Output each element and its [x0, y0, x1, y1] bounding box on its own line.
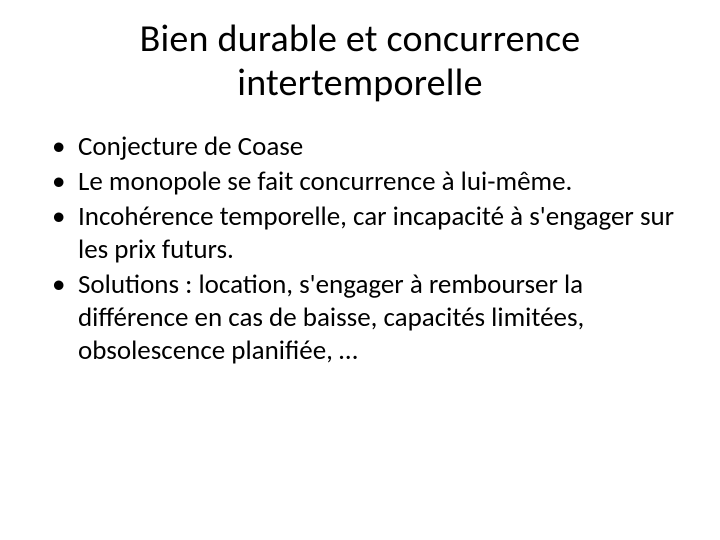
list-item: Conjecture de Coase	[48, 131, 680, 164]
slide: Bien durable et concurrence intertempore…	[0, 0, 720, 540]
list-item: Incohérence temporelle, car incapacité à…	[48, 201, 680, 267]
list-item: Le monopole se fait concurrence à lui-mê…	[48, 166, 680, 199]
list-item: Solutions : location, s'engager à rembou…	[48, 269, 680, 368]
slide-title: Bien durable et concurrence intertempore…	[40, 18, 680, 105]
bullet-list: Conjecture de Coase Le monopole se fait …	[40, 131, 680, 368]
